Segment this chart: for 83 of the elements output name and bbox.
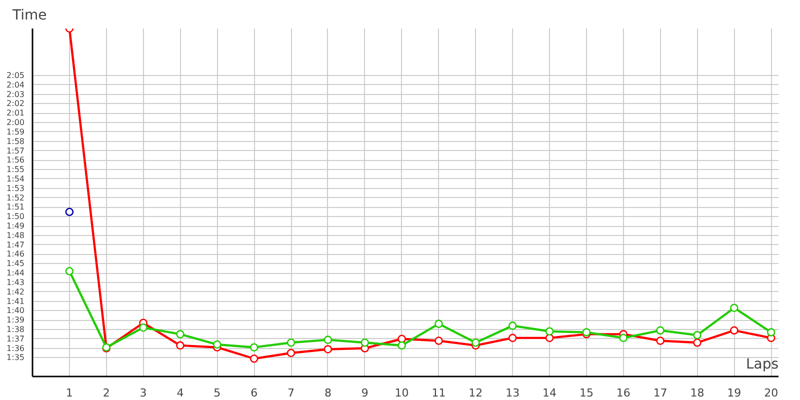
y-tick-label: 1:41 — [6, 296, 25, 306]
point — [434, 336, 443, 345]
y-axis-title: Time — [12, 8, 47, 24]
x-tick-label: 3 — [140, 386, 147, 400]
x-tick-label: 5 — [214, 386, 221, 400]
y-tick-label: 1:37 — [6, 334, 25, 344]
x-tick-label: 2 — [102, 386, 110, 400]
x-tick-label: 12 — [468, 386, 483, 400]
point — [324, 345, 332, 354]
point — [250, 343, 258, 352]
x-tick-label: 14 — [542, 386, 557, 400]
y-tick-label: 1:42 — [6, 287, 25, 296]
y-tick-label: 1:55 — [6, 165, 25, 174]
point — [176, 341, 184, 350]
y-tick-label: 1:39 — [6, 316, 25, 325]
point — [545, 327, 554, 336]
x-tick-label: 18 — [690, 386, 704, 400]
y-tick-label: 1:40 — [6, 306, 25, 316]
x-tick-label: 15 — [579, 386, 594, 400]
x-tick-label: 17 — [653, 386, 668, 400]
x-tick-label: 9 — [361, 386, 368, 400]
y-tick-label: 1:43 — [6, 278, 25, 287]
point — [693, 338, 702, 347]
x-tick-label: 19 — [727, 386, 742, 400]
point — [545, 334, 554, 342]
y-tick-label: 1:48 — [6, 230, 25, 240]
y-tick-label: 2:00 — [6, 118, 25, 128]
point — [730, 326, 738, 335]
y-tick-label: 1:35 — [6, 353, 25, 362]
point — [730, 304, 738, 312]
y-tick-label: 1:56 — [6, 156, 25, 165]
x-tick-label: 6 — [250, 386, 258, 400]
point — [508, 322, 517, 330]
point — [65, 208, 74, 216]
point — [398, 334, 406, 344]
y-tick-label: 2:03 — [6, 90, 25, 99]
y-tick-label: 1:44 — [6, 268, 25, 278]
x-tick-label: 10 — [394, 386, 409, 400]
y-tick-label: 2:04 — [6, 80, 25, 90]
x-tick-label: 11 — [432, 386, 446, 400]
point — [656, 336, 664, 345]
y-tick-label: 1:50 — [6, 212, 25, 222]
y-tick-label: 1:46 — [6, 250, 25, 259]
point — [434, 320, 443, 328]
point — [508, 334, 517, 342]
y-tick-label: 1:36 — [6, 344, 25, 353]
x-tick-label: 20 — [764, 386, 778, 400]
x-tick-label: 8 — [324, 386, 332, 400]
point — [656, 326, 664, 335]
x-tick-label: 1 — [66, 386, 73, 400]
point — [693, 330, 702, 340]
point — [286, 348, 296, 358]
y-tick-label: 2:01 — [6, 108, 25, 118]
y-tick-label: 1:51 — [6, 202, 25, 212]
x-tick-label: 7 — [288, 386, 295, 400]
x-tick-label: 16 — [616, 386, 630, 400]
point — [213, 340, 222, 349]
point — [324, 336, 332, 344]
y-tick-label: 1:52 — [6, 193, 25, 202]
point — [176, 330, 184, 338]
y-tick-label: 1:45 — [6, 259, 25, 268]
point — [286, 338, 296, 347]
y-tick-label: 1:54 — [6, 174, 25, 184]
point — [619, 334, 628, 342]
point — [139, 323, 148, 332]
y-tick-label: 1:58 — [6, 136, 25, 146]
y-tick-label: 1:38 — [6, 324, 25, 334]
y-tick-label: 1:47 — [6, 240, 25, 250]
y-tick-label: 1:49 — [6, 222, 25, 231]
point — [65, 267, 74, 276]
y-tick-label: 1:59 — [6, 127, 25, 136]
y-tick-label: 1:53 — [6, 184, 25, 193]
y-tick-label: 2:05 — [6, 71, 25, 80]
point — [250, 354, 258, 363]
y-tick-label: 2:02 — [6, 99, 25, 108]
y-tick-label: 1:57 — [6, 146, 25, 156]
x-tick-label: 13 — [506, 386, 520, 400]
point — [360, 338, 370, 347]
x-tick-label: 4 — [176, 386, 184, 400]
point — [398, 341, 406, 350]
point — [766, 328, 776, 336]
point — [472, 338, 480, 347]
x-axis-title: Laps — [746, 356, 779, 372]
